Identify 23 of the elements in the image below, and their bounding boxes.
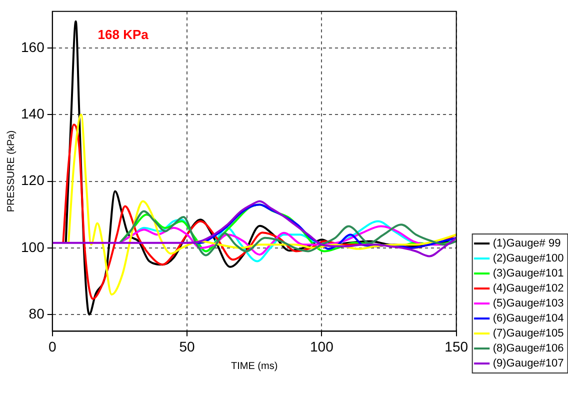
y-tick-label: 120: [21, 172, 45, 188]
line-series: [118, 210, 456, 256]
y-axis-title: PRESSURE (kPa): [6, 130, 17, 212]
legend-label: (2)Gauge#100: [492, 252, 564, 265]
y-tick-label: 160: [21, 38, 45, 55]
legend-label: (8)Gauge#106: [492, 342, 564, 355]
legend-label: (9)Gauge#107: [492, 358, 564, 370]
legend-label: (5)Gauge#103: [492, 298, 564, 310]
annotation: 168 KPa: [98, 26, 150, 42]
legend-label: (6)Gauge#104: [492, 312, 564, 325]
x-tick-label: 0: [48, 338, 56, 354]
legend-label: (4)Gauge#102: [492, 282, 564, 295]
x-tick-label: 100: [310, 338, 334, 354]
x-axis-title: TIME (ms): [231, 360, 278, 372]
legend-label: (1)Gauge# 99: [492, 238, 561, 250]
legend-label: (3)Gauge#101: [492, 268, 564, 280]
x-tick-label: 50: [179, 338, 196, 354]
y-tick-label: 100: [21, 238, 45, 255]
y-tick-label: 80: [28, 305, 45, 322]
y-tick-label: 140: [21, 106, 45, 122]
x-tick-label: 150: [444, 338, 468, 354]
legend-label: (7)Gauge#105: [492, 328, 564, 340]
line-series: [52, 200, 456, 258]
